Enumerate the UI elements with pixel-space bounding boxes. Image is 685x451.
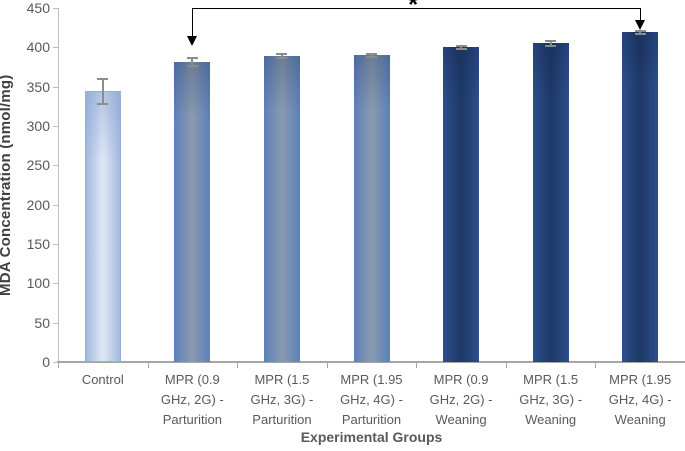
significance-right-arrow-icon <box>634 20 645 30</box>
error-bar-cap-bottom <box>545 44 557 47</box>
error-bar <box>370 53 373 57</box>
y-tick-mark <box>53 204 58 206</box>
error-bar <box>639 30 642 34</box>
y-tick-label: 450 <box>26 0 50 16</box>
y-axis-line <box>58 8 59 362</box>
error-bar-cap-top <box>186 57 198 60</box>
x-tick-mark <box>505 363 507 368</box>
x-category-label: Control <box>81 372 124 387</box>
significance-asterisk: * <box>408 0 419 19</box>
x-tick-mark <box>326 363 328 368</box>
error-bar <box>549 41 552 46</box>
x-tick-mark <box>58 363 59 368</box>
x-category-label: MPR (0.9 GHz, 2G) - Weaning <box>429 372 493 427</box>
x-axis-line <box>57 361 685 363</box>
y-tick-mark <box>53 322 58 324</box>
bar <box>443 47 480 362</box>
error-bar <box>460 45 463 49</box>
x-category-label: MPR (1.95 GHz, 4G) - Parturition <box>340 372 403 427</box>
y-tick-label: 200 <box>26 196 50 213</box>
significance-right-shaft <box>639 8 641 20</box>
y-tick-label: 100 <box>26 275 50 292</box>
y-tick-label: 300 <box>26 118 50 134</box>
error-bar <box>191 58 194 67</box>
y-tick-mark <box>53 283 58 285</box>
bar <box>532 43 569 362</box>
x-axis-title: Experimental Groups <box>300 429 443 445</box>
y-tick-label: 350 <box>26 78 50 95</box>
y-tick-mark <box>53 244 58 245</box>
x-tick-mark <box>237 363 239 368</box>
bar <box>84 91 121 362</box>
y-tick-mark <box>53 8 58 9</box>
error-bar-cap-bottom <box>366 55 377 58</box>
y-tick-mark <box>53 47 58 49</box>
y-tick-mark <box>53 165 58 167</box>
error-bar-cap-bottom <box>186 65 198 68</box>
y-tick-mark <box>53 362 58 363</box>
significance-bracket-line <box>192 8 641 10</box>
y-tick-label: 400 <box>26 39 50 56</box>
error-bar-cap-top <box>97 77 109 80</box>
error-bar-cap-top <box>276 52 288 55</box>
error-bar-cap-top <box>634 29 646 32</box>
x-tick-mark <box>595 363 597 368</box>
y-tick-mark <box>53 126 58 127</box>
error-bar-cap-bottom <box>634 32 646 35</box>
error-bar-cap-bottom <box>97 102 109 105</box>
x-tick-mark <box>416 363 418 368</box>
y-tick-label: 50 <box>34 314 50 331</box>
x-category-label: MPR (0.9 GHz, 2G) - Parturition <box>160 372 224 427</box>
y-tick-label: 0 <box>42 354 50 370</box>
error-bar-cap-top <box>545 40 557 43</box>
error-bar-cap-top <box>366 52 377 55</box>
x-category-label: MPR (1.95 GHz, 4G) - Weaning <box>608 372 672 427</box>
error-bar-cap-top <box>455 44 467 47</box>
x-category-label: MPR (1.5 GHz, 3G) - Weaning <box>519 372 583 427</box>
y-tick-label: 250 <box>26 157 50 174</box>
significance-left-shaft <box>191 8 194 36</box>
x-category-label: MPR (1.5 GHz, 3G) - Parturition <box>250 372 314 427</box>
error-bar-cap-bottom <box>455 47 467 50</box>
x-tick-mark <box>147 363 149 368</box>
error-bar <box>280 53 283 59</box>
significance-left-arrow-icon <box>186 36 197 46</box>
error-bar <box>101 78 104 104</box>
y-tick-label: 150 <box>26 236 50 252</box>
bar <box>263 55 300 362</box>
bar <box>622 32 659 362</box>
bar <box>353 55 390 362</box>
error-bar-cap-bottom <box>276 57 288 60</box>
y-tick-mark <box>53 86 58 88</box>
bar <box>174 62 211 362</box>
